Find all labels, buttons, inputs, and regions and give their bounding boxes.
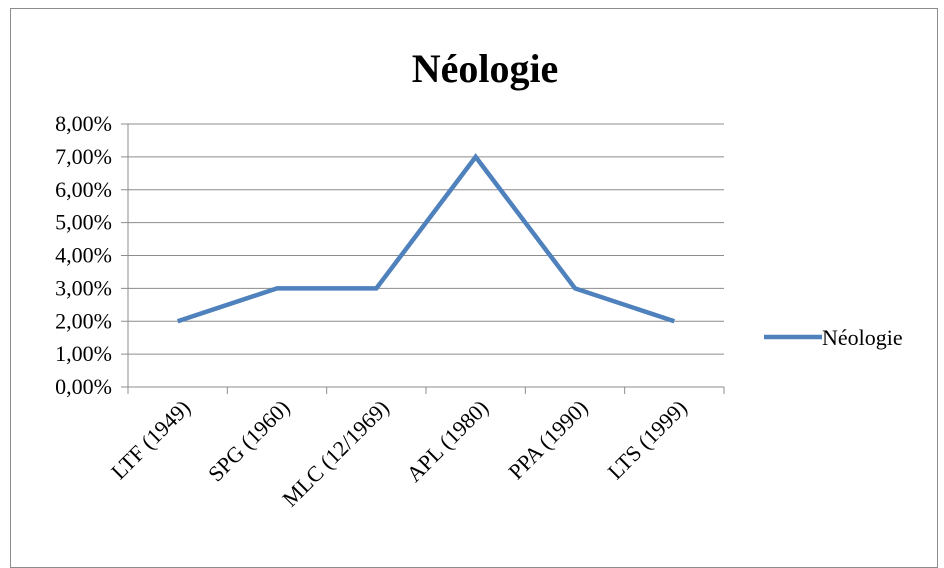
y-tick-label: 1,00% [55, 341, 112, 366]
y-tick-label: 3,00% [55, 275, 112, 300]
y-tick-label: 7,00% [55, 144, 112, 169]
x-axis-ticks: LTF (1949) SPG (1960)MLC (12/1969) APL (19… [106, 395, 692, 512]
x-tick-label: MLC (12/1969) [277, 395, 394, 512]
y-axis-ticks: 0,00% 1,00% 2,00% 3,00% 4,00% 5,00% 6,00% 7,00%… [55, 111, 112, 399]
y-tick-label: 8,00% [55, 111, 112, 136]
series-group [176, 153, 676, 324]
legend: Néologie [764, 325, 903, 350]
x-tick-label: APL (1980) [401, 395, 493, 487]
series-line [176, 153, 676, 324]
x-tick-label: LTF (1949) [106, 395, 195, 484]
axes [121, 123, 725, 394]
x-tick-label: LTS (1999) [603, 395, 692, 484]
chart-title: Néologie [412, 46, 559, 91]
y-tick-label: 0,00% [55, 374, 112, 399]
y-tick-label: 2,00% [55, 308, 112, 333]
y-tick-label: 4,00% [55, 243, 112, 268]
y-tick-label: 5,00% [55, 210, 112, 235]
y-tick-label: 6,00% [55, 177, 112, 202]
legend-label: Néologie [822, 325, 903, 350]
gridlines [128, 123, 724, 355]
x-tick-label: PPA (1990) [503, 395, 592, 484]
x-tick-label: SPG (1960) [203, 395, 295, 487]
